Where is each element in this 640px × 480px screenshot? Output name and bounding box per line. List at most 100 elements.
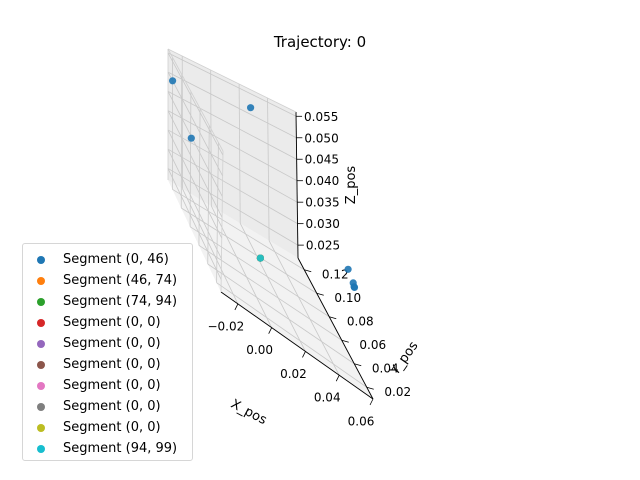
x-axis-line (220, 291, 374, 400)
pane-edge (167, 48, 224, 152)
legend-item: Segment (94, 99) (31, 438, 192, 459)
y-tick (354, 363, 362, 367)
y-tick-label: 0.12 (322, 267, 349, 281)
grid-line-y (216, 142, 219, 283)
y-tick-label: 0.06 (359, 338, 386, 352)
grid-line-z (167, 52, 224, 156)
data-point-series-0 (247, 104, 255, 112)
legend-label: Segment (74, 94) (63, 294, 178, 309)
legend-label: Segment (0, 0) (63, 336, 161, 351)
y-tick-label: 0.10 (334, 291, 361, 305)
legend-label: Segment (0, 46) (63, 252, 169, 267)
grid-line-y (216, 282, 367, 388)
grid-line-y (198, 245, 342, 341)
x-tick-label: 0.06 (348, 415, 375, 429)
grid-line-z (167, 91, 223, 197)
legend-item: Segment (0, 0) (31, 354, 192, 375)
legend-marker (37, 423, 45, 432)
legend-marker (37, 318, 45, 327)
z-tick-label: 0.035 (305, 196, 339, 210)
legend: Segment (0, 46) Segment (46, 74) Segment (… (22, 243, 193, 461)
legend-item: Segment (0, 0) (31, 417, 192, 438)
legend-item: Segment (74, 94) (31, 291, 192, 312)
grid-line-z (167, 168, 222, 280)
grid-line-y (207, 125, 210, 265)
legend-label: Segment (0, 0) (63, 399, 161, 414)
data-point-series-0 (187, 134, 195, 142)
legend-marker (37, 297, 45, 306)
legend-marker (37, 444, 45, 453)
z-axis-label: Z_pos (344, 166, 359, 205)
x-tick-label: 0.02 (280, 367, 307, 381)
legend-label: Segment (0, 0) (63, 357, 161, 372)
z-tick-label: 0.050 (304, 131, 338, 145)
legend-item: Segment (0, 0) (31, 375, 192, 396)
grid-line-z (167, 71, 297, 139)
grid-line-z (167, 52, 297, 117)
data-points (169, 77, 359, 291)
data-point-series-0 (350, 283, 359, 291)
grid-line-z (167, 129, 223, 239)
legend-marker (37, 339, 45, 348)
x-tick (302, 351, 306, 358)
pane-edge (220, 150, 224, 293)
legend-item: Segment (0, 0) (31, 333, 192, 354)
grid-line-z (167, 129, 298, 203)
grid-line-x (267, 97, 270, 241)
legend-label: Segment (0, 0) (63, 420, 161, 435)
grid-line-z (167, 168, 299, 246)
grid-line-z (167, 149, 222, 259)
legend-marker (37, 381, 45, 390)
y-axis-label: Y_pos (387, 339, 421, 379)
y-tick-label: 0.02 (384, 385, 411, 399)
z-tick-label: 0.025 (306, 239, 340, 253)
data-point-series-0 (344, 265, 352, 273)
legend-label: Segment (94, 99) (63, 441, 178, 456)
y-tick (341, 339, 349, 343)
legend-marker (37, 276, 45, 285)
y-tick-label: 0.04 (372, 361, 399, 375)
tick-marks (234, 115, 374, 406)
z-tick-label: 0.055 (304, 110, 338, 124)
y-axis-line (297, 257, 374, 400)
grid-line-y (180, 74, 183, 209)
chart-title: Trajectory: 0 (273, 33, 367, 51)
grid-line-y (198, 108, 201, 246)
grid-line-x (210, 69, 212, 207)
grid-line-x (182, 188, 239, 305)
x-tick (335, 375, 340, 382)
x-tick-label: −0.02 (207, 319, 244, 333)
data-point-series-0 (169, 77, 177, 85)
x-tick-label: 0.04 (314, 391, 341, 405)
legend-label: Segment (46, 74) (63, 273, 178, 288)
z-tick-label: 0.030 (306, 217, 340, 231)
grid-line-x (239, 223, 306, 352)
x-tick (369, 398, 374, 406)
y-tick (304, 269, 312, 273)
grid-line-x (268, 240, 340, 376)
tick-labels: −0.020.00 0.02 0.04 0.06 0.02 0.04 0.06 0.08 0.1… (207, 110, 411, 429)
grid-line-z (167, 148, 298, 224)
grid-line-y (189, 91, 192, 227)
grid-line-z (167, 110, 223, 218)
y-tick-label: 0.08 (347, 314, 374, 328)
y-tick (329, 316, 337, 320)
legend-label: Segment (0, 0) (63, 315, 161, 330)
x-tick (268, 327, 273, 334)
grid-line-x (238, 83, 241, 224)
grid-line-z (167, 91, 297, 160)
axis-lines (167, 48, 374, 400)
y-tick (366, 386, 374, 390)
legend-item: Segment (46, 74) (31, 270, 192, 291)
legend-marker (37, 402, 45, 411)
legend-marker (37, 360, 45, 369)
grid-line-y (207, 263, 355, 365)
legend-item: Segment (0, 0) (31, 312, 192, 333)
pane-edge (167, 48, 297, 113)
x-axis-label: X_pos (228, 397, 269, 428)
z-axis-line (295, 111, 299, 259)
z-tick-label: 0.040 (305, 174, 339, 188)
legend-label: Segment (0, 0) (63, 378, 161, 393)
grid-line-z (167, 71, 224, 177)
